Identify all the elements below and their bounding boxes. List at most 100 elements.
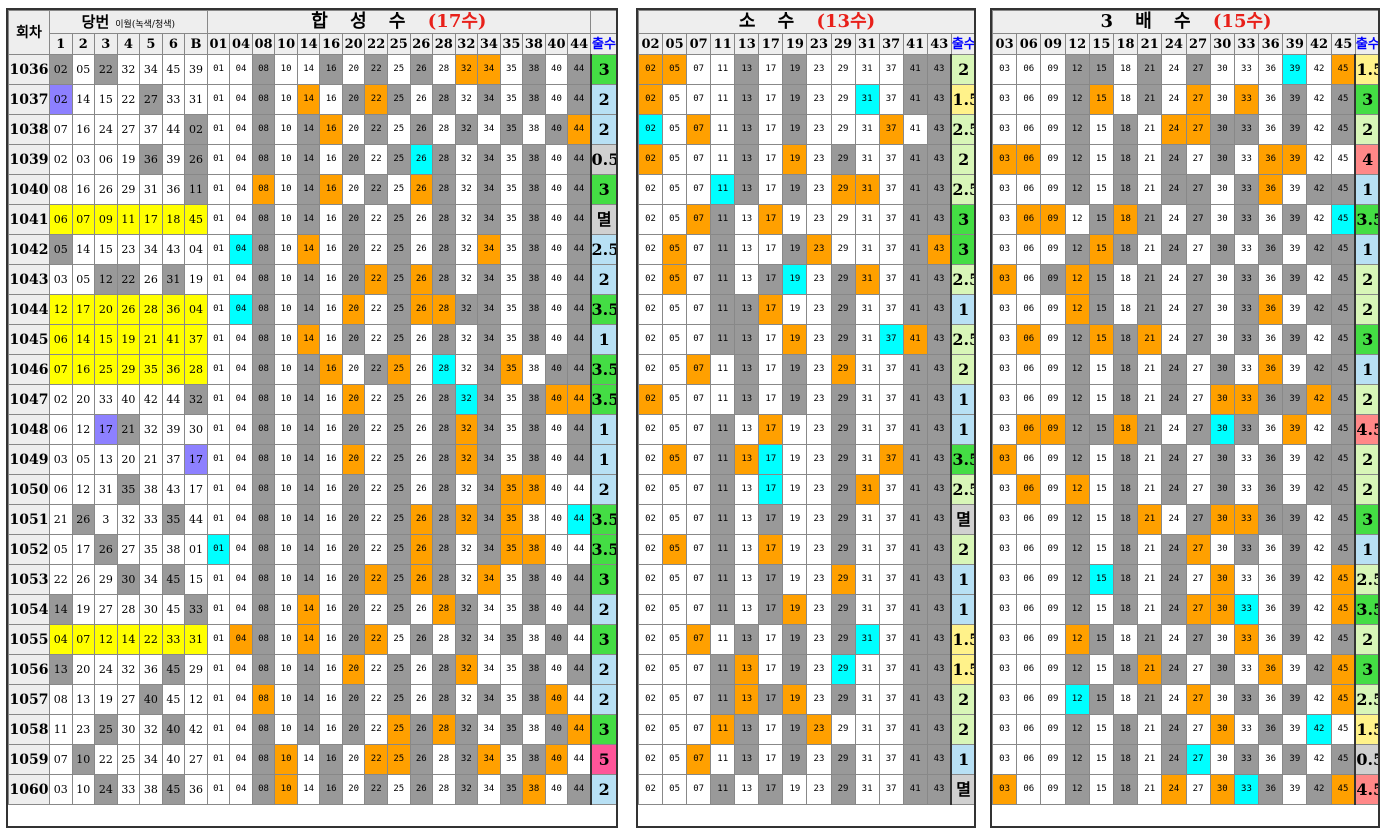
composite-cell: 26: [409, 114, 434, 145]
round-number: 1037: [8, 84, 50, 115]
winning-number: 26: [184, 144, 208, 175]
composite-cell: 40: [544, 264, 569, 295]
composite-cell: 34: [477, 54, 501, 85]
composite-count: (17수): [427, 11, 487, 32]
winning-number: 30: [116, 714, 141, 745]
m-cell: 39: [1282, 654, 1308, 685]
composite-cell: 32: [454, 354, 479, 385]
composite-cell: 35: [499, 384, 524, 415]
composite-cell: 25: [386, 144, 411, 175]
composite-cell: 34: [477, 114, 501, 145]
s-count-value: 1: [950, 564, 974, 595]
m-cell: 12: [1064, 144, 1090, 175]
m-cell: 42: [1306, 504, 1332, 535]
s-cell: 23: [806, 474, 832, 505]
winning-number: 23: [71, 714, 96, 745]
m-cell: 36: [1258, 204, 1284, 235]
s-cell: 43: [926, 84, 952, 115]
s-cell: 29: [830, 654, 856, 685]
s-cell: 43: [926, 594, 952, 625]
m-cell: 18: [1112, 564, 1139, 595]
composite-cell: 26: [409, 354, 434, 385]
winning-number: 31: [94, 474, 118, 505]
s-cell: 13: [734, 324, 760, 355]
composite-cell: 01: [206, 384, 231, 415]
m-cell: 45: [1330, 174, 1356, 205]
composite-cell: 32: [454, 114, 479, 145]
m-cell: 27: [1185, 204, 1211, 235]
s-cell: 05: [662, 594, 688, 625]
composite-cell: 40: [544, 774, 569, 805]
m-cell: 06: [1016, 504, 1042, 535]
winning-number: 27: [139, 84, 163, 115]
composite-cell: 32: [454, 414, 479, 445]
s-count-value: 2.5: [950, 324, 974, 355]
m-cell: 21: [1137, 774, 1163, 805]
composite-col-16: 16: [319, 33, 343, 55]
s-cell: 37: [878, 564, 904, 595]
s-cell: 11: [710, 354, 736, 385]
composite-cell: 01: [206, 174, 231, 205]
s-cell: 19: [782, 384, 808, 415]
composite-cell: 16: [319, 534, 343, 565]
composite-cell: 08: [251, 624, 276, 655]
composite-cell: 34: [477, 624, 501, 655]
s-cell: 19: [782, 84, 808, 115]
m-cell: 18: [1112, 504, 1139, 535]
composite-cell: 44: [567, 504, 591, 535]
m-cell: 09: [1040, 534, 1066, 565]
composite-cell: 08: [251, 474, 276, 505]
round-number: 1053: [8, 564, 50, 595]
composite-cell: 04: [229, 144, 253, 175]
composite-cell: 25: [386, 324, 411, 355]
composite-cell: 14: [296, 84, 321, 115]
s-cell: 37: [878, 54, 904, 85]
m-cell: 36: [1258, 84, 1284, 115]
m-cell: 21: [1137, 384, 1163, 415]
m-cell: 42: [1306, 624, 1332, 655]
s-cell: 11: [710, 624, 736, 655]
composite-count-value: 3: [589, 54, 616, 85]
s-cell: 41: [902, 54, 928, 85]
winning-number: 22: [49, 564, 73, 595]
composite-cell: 40: [544, 474, 569, 505]
composite-col-01: 01: [206, 33, 231, 55]
m-cell: 30: [1209, 504, 1235, 535]
composite-cell: 44: [567, 204, 591, 235]
composite-cell: 14: [296, 174, 321, 205]
composite-cell: 26: [409, 474, 434, 505]
composite-cell: 34: [477, 774, 501, 805]
table-row: 1057 08 13 19 27 40 45 12 01 04 08 10 14 16 20 22 25 26 28…: [8, 684, 616, 715]
winning-number: 40: [161, 744, 186, 775]
round-number: 1041: [8, 204, 50, 235]
table-row: 02 05 07 11 13 17 19 23 29 31 37 41 43 1: [638, 384, 974, 415]
winning-label: 당번: [81, 13, 110, 31]
composite-cell: 01: [206, 294, 231, 325]
m-cell: 09: [1040, 564, 1066, 595]
composite-cell: 38: [522, 174, 546, 205]
winning-number: 31: [161, 264, 186, 295]
composite-cell: 35: [499, 504, 524, 535]
m-cell: 06: [1016, 264, 1042, 295]
round-number: 1040: [8, 174, 50, 205]
m-cell: 45: [1330, 504, 1356, 535]
m-count: (15수): [1212, 11, 1272, 32]
round-number: 1043: [8, 264, 50, 295]
s-cell: 29: [830, 474, 856, 505]
table-row: 1054 14 19 27 28 30 45 33 01 04 08 10 14 16 20 22 25 26 28…: [8, 594, 616, 625]
composite-cell: 08: [251, 714, 276, 745]
s-cell: 41: [902, 414, 928, 445]
s-cell: 41: [902, 474, 928, 505]
composite-cell: 25: [386, 594, 411, 625]
composite-cell: 04: [229, 54, 253, 85]
m-cell: 21: [1137, 294, 1163, 325]
composite-cell: 34: [477, 294, 501, 325]
composite-cell: 08: [251, 654, 276, 685]
s-col-02: 02: [638, 33, 664, 55]
composite-cell: 28: [432, 774, 456, 805]
m-cell: 15: [1088, 624, 1114, 655]
composite-count-value: 2: [589, 474, 616, 505]
m-cell: 39: [1282, 444, 1308, 475]
s-count-value: 멸: [950, 504, 974, 535]
